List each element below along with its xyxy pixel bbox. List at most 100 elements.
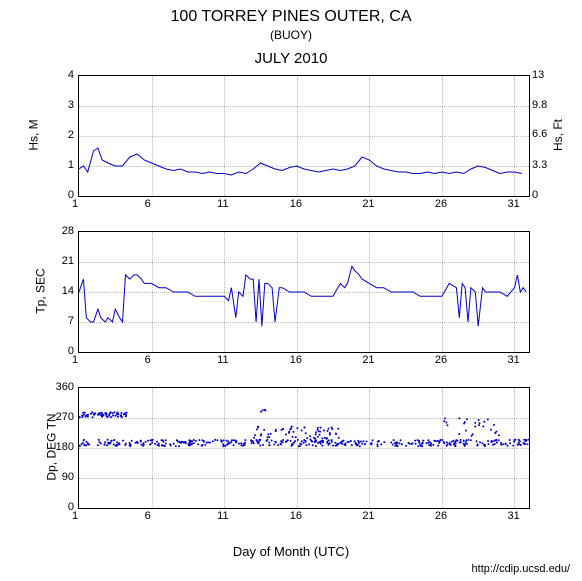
scatter-point	[244, 442, 246, 444]
scatter-point	[452, 440, 454, 442]
ytick-label-right: 6.6	[532, 128, 547, 140]
scatter-point	[260, 411, 262, 413]
ytick-label-left: 0	[68, 345, 74, 357]
scatter-point	[279, 443, 281, 445]
scatter-point	[526, 443, 528, 445]
scatter-point	[151, 439, 153, 441]
scatter-point	[282, 428, 284, 430]
scatter-point	[216, 439, 218, 441]
scatter-point	[502, 443, 504, 445]
scatter-point	[85, 441, 87, 443]
scatter-point	[451, 441, 453, 443]
scatter-point	[455, 439, 457, 441]
scatter-point	[426, 442, 428, 444]
scatter-point	[474, 426, 476, 428]
scatter-point	[343, 440, 345, 442]
scatter-point	[518, 442, 520, 444]
scatter-point	[314, 441, 316, 443]
scatter-point	[197, 443, 199, 445]
scatter-point	[319, 441, 321, 443]
scatter-point	[103, 444, 105, 446]
scatter-point	[446, 424, 448, 426]
series-line	[79, 148, 522, 175]
scatter-point	[253, 437, 255, 439]
footer-url: http://cdip.ucsd.edu/	[472, 563, 570, 575]
scatter-point	[235, 441, 237, 443]
scatter-point	[305, 432, 307, 434]
scatter-point	[110, 416, 112, 418]
scatter-point	[267, 436, 269, 438]
scatter-point	[372, 439, 374, 441]
scatter-point	[520, 444, 522, 446]
scatter-point	[371, 442, 373, 444]
ytick-label-right: 3.3	[532, 159, 547, 171]
scatter-point	[524, 443, 526, 445]
scatter-point	[339, 442, 341, 444]
scatter-point	[315, 433, 317, 435]
scatter-point	[287, 439, 289, 441]
scatter-point	[93, 414, 95, 416]
scatter-point	[432, 444, 434, 446]
scatter-point	[267, 433, 269, 435]
scatter-point	[329, 434, 331, 436]
scatter-point	[189, 441, 191, 443]
scatter-point	[203, 441, 205, 443]
panel-hs: Hs, MHs, Ft1611162126310123403.36.69.813	[0, 75, 582, 213]
ytick-label-left: 14	[62, 285, 74, 297]
scatter-point	[212, 440, 214, 442]
scatter-point	[87, 443, 89, 445]
scatter-point	[274, 441, 276, 443]
scatter-point	[319, 434, 321, 436]
scatter-point	[125, 443, 127, 445]
scatter-point	[303, 442, 305, 444]
panels-container: Hs, MHs, Ft1611162126310123403.36.69.813…	[0, 75, 582, 543]
scatter-point	[204, 444, 206, 446]
scatter-point	[227, 444, 229, 446]
scatter-point	[519, 440, 521, 442]
scatter-point	[327, 430, 329, 432]
ytick-label-left: 28	[62, 225, 74, 237]
scatter-point	[331, 441, 333, 443]
scatter-point	[464, 421, 466, 423]
scatter-point	[275, 429, 277, 431]
scatter-point	[195, 440, 197, 442]
scatter-point	[113, 439, 115, 441]
scatter-point	[201, 444, 203, 446]
panel-dp: Dp, DEG TN161116212631090180270360	[0, 387, 582, 525]
scatter-point	[361, 443, 363, 445]
scatter-point	[528, 439, 529, 441]
scatter-point	[344, 443, 346, 445]
scatter-point	[193, 439, 195, 441]
scatter-point	[292, 431, 294, 433]
scatter-point	[338, 437, 340, 439]
xtick-label: 16	[290, 198, 302, 210]
scatter-point	[177, 440, 179, 442]
scatter-point	[107, 439, 109, 441]
scatter-point	[405, 445, 407, 447]
scatter-point	[277, 444, 279, 446]
scatter-point	[118, 444, 120, 446]
scatter-point	[438, 442, 440, 444]
scatter-point	[335, 433, 337, 435]
scatter-point	[309, 438, 311, 440]
scatter-point	[380, 443, 382, 445]
scatter-point	[500, 444, 502, 446]
scatter-point	[112, 412, 114, 414]
ylabel-right-hs: Hs, Ft	[551, 119, 565, 151]
xtick-label: 21	[362, 354, 374, 366]
scatter-point	[161, 445, 163, 447]
scatter-point	[82, 412, 84, 414]
xtick-label: 31	[507, 354, 519, 366]
scatter-point	[175, 445, 177, 447]
page-title: 100 TORREY PINES OUTER, CA	[0, 0, 582, 26]
scatter-point	[129, 444, 131, 446]
scatter-point	[336, 443, 338, 445]
scatter-point	[257, 426, 259, 428]
scatter-point	[365, 441, 367, 443]
scatter-point	[305, 444, 307, 446]
scatter-point	[481, 442, 483, 444]
scatter-point	[479, 422, 481, 424]
scatter-point	[317, 436, 319, 438]
month-title: JULY 2010	[0, 50, 582, 67]
scatter-point	[162, 439, 164, 441]
